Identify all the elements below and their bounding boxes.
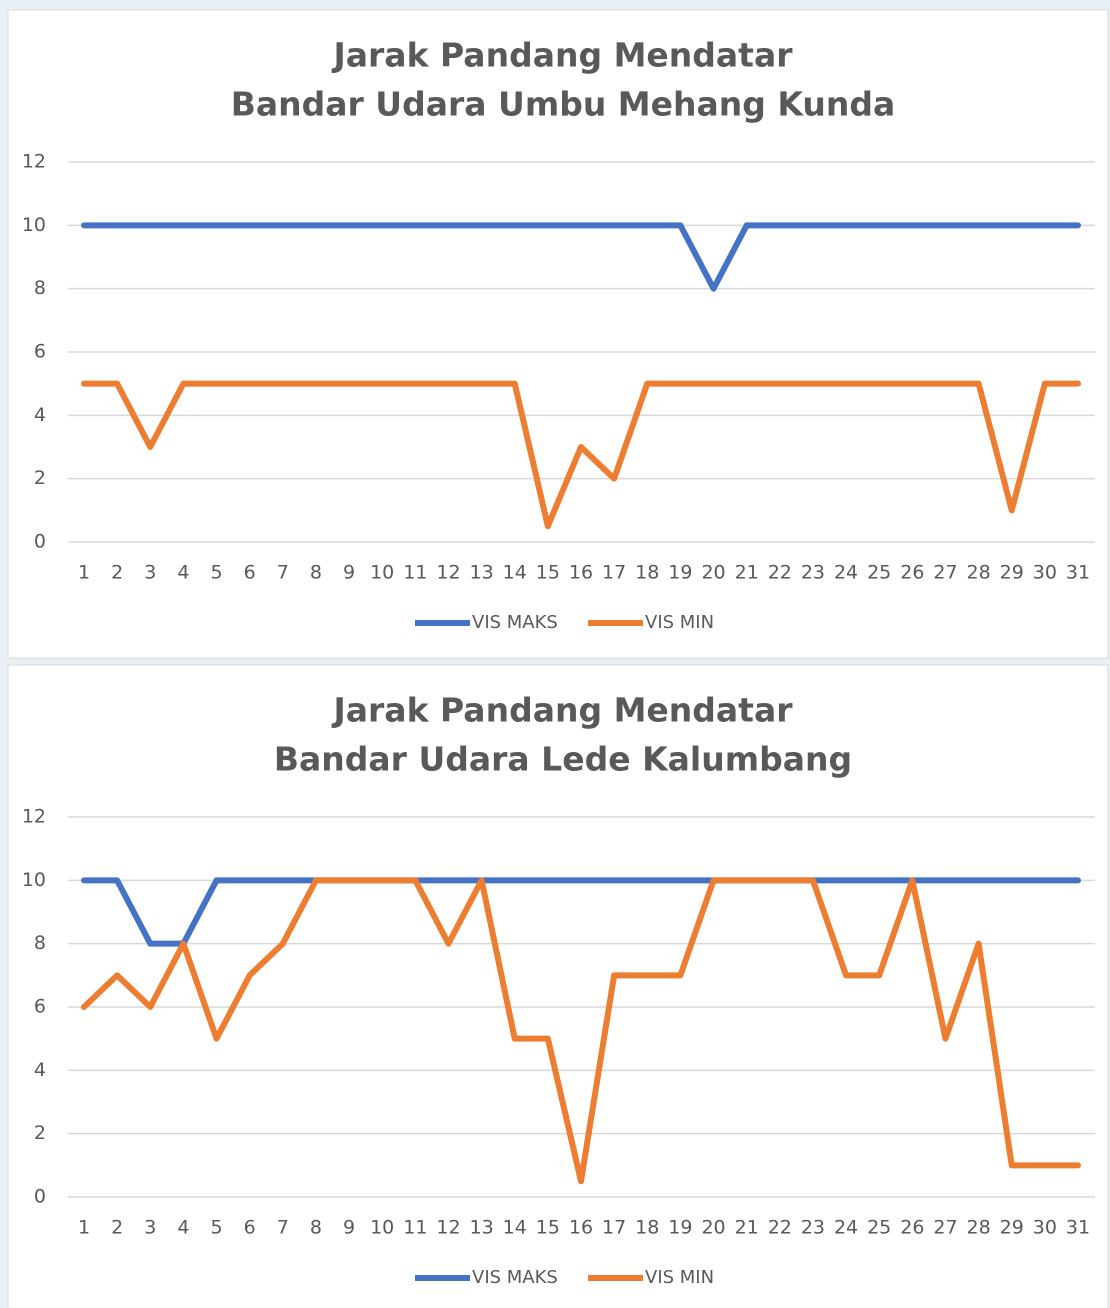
x-tick-label: 19 xyxy=(668,562,692,584)
x-tick-label: 31 xyxy=(1066,1217,1090,1239)
chart-panel xyxy=(7,664,1109,1308)
y-tick-label: 10 xyxy=(22,869,46,891)
y-tick-label: 6 xyxy=(34,996,46,1018)
x-tick-label: 20 xyxy=(701,1217,725,1239)
x-tick-label: 1 xyxy=(78,562,90,584)
x-tick-label: 27 xyxy=(933,562,957,584)
x-tick-label: 21 xyxy=(735,1217,759,1239)
y-tick-label: 6 xyxy=(34,341,46,363)
x-tick-label: 13 xyxy=(470,562,494,584)
x-tick-label: 25 xyxy=(867,1217,891,1239)
x-tick-label: 16 xyxy=(569,1217,593,1239)
x-tick-label: 1 xyxy=(78,1217,90,1239)
x-tick-label: 23 xyxy=(801,1217,825,1239)
y-tick-label: 2 xyxy=(34,467,46,489)
x-tick-label: 23 xyxy=(801,562,825,584)
x-tick-label: 3 xyxy=(144,1217,156,1239)
x-tick-label: 10 xyxy=(370,1217,394,1239)
x-tick-label: 29 xyxy=(1000,1217,1024,1239)
y-tick-label: 12 xyxy=(22,806,46,828)
x-tick-label: 13 xyxy=(470,1217,494,1239)
x-tick-label: 14 xyxy=(503,562,527,584)
x-tick-label: 15 xyxy=(536,562,560,584)
x-tick-label: 14 xyxy=(503,1217,527,1239)
x-tick-label: 3 xyxy=(144,562,156,584)
x-tick-label: 4 xyxy=(177,1217,189,1239)
y-tick-label: 4 xyxy=(34,1059,46,1081)
y-tick-label: 10 xyxy=(22,214,46,236)
x-tick-label: 21 xyxy=(735,562,759,584)
chart-title: Jarak Pandang Mendatar xyxy=(331,691,793,730)
x-tick-label: 20 xyxy=(701,562,725,584)
y-tick-label: 8 xyxy=(34,932,46,954)
x-tick-label: 6 xyxy=(244,1217,256,1239)
x-tick-label: 30 xyxy=(1033,1217,1057,1239)
x-tick-label: 9 xyxy=(343,1217,355,1239)
x-tick-label: 2 xyxy=(111,562,123,584)
x-tick-label: 22 xyxy=(768,1217,792,1239)
x-tick-label: 31 xyxy=(1066,562,1090,584)
x-tick-label: 8 xyxy=(310,1217,322,1239)
legend-label: VIS MAKS xyxy=(472,1267,558,1288)
y-tick-label: 0 xyxy=(34,531,46,553)
x-tick-label: 7 xyxy=(277,562,289,584)
y-tick-label: 12 xyxy=(22,151,46,173)
line-series xyxy=(81,877,1081,1185)
chart-title: Bandar Udara Lede Kalumbang xyxy=(274,740,852,779)
x-tick-label: 17 xyxy=(602,1217,626,1239)
x-tick-label: 12 xyxy=(436,562,460,584)
x-tick-label: 18 xyxy=(635,1217,659,1239)
x-tick-label: 15 xyxy=(536,1217,560,1239)
y-tick-label: 8 xyxy=(34,277,46,299)
x-tick-label: 26 xyxy=(900,1217,924,1239)
x-tick-label: 27 xyxy=(933,1217,957,1239)
line-series xyxy=(81,222,1081,292)
x-tick-label: 17 xyxy=(602,562,626,584)
x-tick-label: 26 xyxy=(900,562,924,584)
x-tick-label: 11 xyxy=(403,562,427,584)
x-tick-label: 2 xyxy=(111,1217,123,1239)
x-tick-label: 25 xyxy=(867,562,891,584)
x-tick-label: 18 xyxy=(635,562,659,584)
legend-label: VIS MIN xyxy=(645,1267,714,1288)
chart-title: Jarak Pandang Mendatar xyxy=(331,36,793,75)
chart-title: Bandar Udara Umbu Mehang Kunda xyxy=(231,85,896,124)
y-tick-label: 4 xyxy=(34,404,46,426)
x-tick-label: 22 xyxy=(768,562,792,584)
x-tick-label: 5 xyxy=(210,562,222,584)
y-tick-label: 2 xyxy=(34,1122,46,1144)
x-tick-label: 19 xyxy=(668,1217,692,1239)
x-tick-label: 4 xyxy=(177,562,189,584)
x-tick-label: 11 xyxy=(403,1217,427,1239)
y-tick-label: 0 xyxy=(34,1186,46,1208)
x-tick-label: 16 xyxy=(569,562,593,584)
x-tick-label: 10 xyxy=(370,562,394,584)
x-tick-label: 24 xyxy=(834,562,858,584)
x-tick-label: 24 xyxy=(834,1217,858,1239)
x-tick-label: 7 xyxy=(277,1217,289,1239)
x-tick-label: 12 xyxy=(436,1217,460,1239)
x-tick-label: 8 xyxy=(310,562,322,584)
x-tick-label: 30 xyxy=(1033,562,1057,584)
x-tick-label: 28 xyxy=(967,562,991,584)
x-tick-label: 6 xyxy=(244,562,256,584)
x-tick-label: 5 xyxy=(210,1217,222,1239)
x-tick-label: 28 xyxy=(967,1217,991,1239)
x-tick-label: 9 xyxy=(343,562,355,584)
x-tick-label: 29 xyxy=(1000,562,1024,584)
line-series xyxy=(81,380,1081,530)
legend-label: VIS MAKS xyxy=(472,612,558,633)
legend-label: VIS MIN xyxy=(645,612,714,633)
chart-panel xyxy=(7,9,1109,659)
